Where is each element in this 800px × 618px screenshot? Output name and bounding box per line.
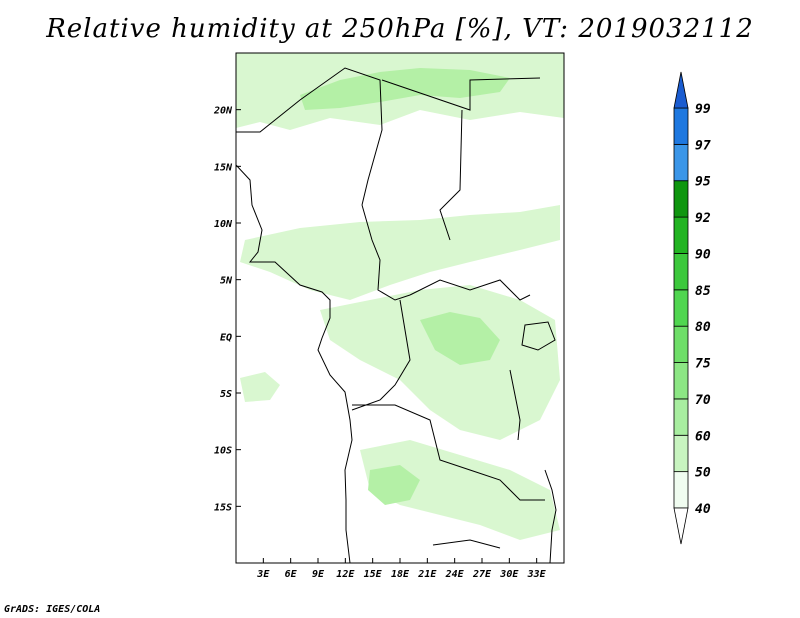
x-tick-label: 24E — [445, 569, 465, 580]
colorbar-box — [673, 143, 689, 182]
x-tick-label: 15E — [364, 569, 383, 580]
border-south-1 — [352, 404, 545, 501]
x-tick-label: 12E — [336, 569, 355, 580]
colorbar-label: 40 — [695, 502, 711, 517]
colorbar-box — [673, 107, 689, 145]
x-tick-label: 6E — [285, 569, 298, 580]
border-north-3 — [439, 109, 463, 241]
border-north-1 — [236, 67, 383, 206]
colorbar-label: 50 — [695, 466, 711, 481]
border-south-2 — [432, 539, 501, 549]
y-tick-label: 5N — [220, 276, 233, 287]
colorbar-label: 90 — [695, 247, 711, 262]
colorbar-label: 97 — [695, 138, 711, 153]
humidity-patch-sw — [240, 372, 280, 402]
humidity-fill — [236, 53, 564, 540]
y-tick-label: EQ — [220, 332, 232, 343]
colorbar-label: 95 — [695, 175, 711, 190]
lake-victoria — [521, 321, 556, 351]
humidity-core-north — [300, 68, 510, 110]
colorbar-label: 80 — [695, 320, 711, 335]
east-coastline — [544, 469, 557, 563]
x-axis: 3E 6E 9E 12E 15E 18E 21E 24E 27E 30E 33E — [256, 558, 547, 580]
colorbar-box — [673, 471, 689, 509]
y-tick-label: 10S — [214, 446, 232, 457]
colorbar-label: 60 — [695, 429, 711, 444]
grads-credit: GrADS: IGES/COLA — [4, 604, 101, 615]
humidity-patch-west — [240, 205, 560, 300]
colorbar-box — [673, 180, 689, 218]
x-tick-label: 18E — [391, 569, 410, 580]
x-tick-label: 33E — [527, 569, 547, 580]
colorbar-box — [673, 253, 689, 291]
humidity-patch-south — [360, 440, 560, 540]
border-center-3 — [351, 299, 411, 411]
colorbar-top-arrow — [673, 71, 689, 109]
coastlines-borders — [236, 67, 557, 563]
x-tick-label: 27E — [472, 569, 492, 580]
colorbar-box — [673, 216, 689, 254]
colorbar-label: 85 — [695, 284, 711, 299]
y-axis: 20N 15N 10N 5N EQ 5S 10S 15S — [213, 106, 241, 513]
colorbar-bottom-arrow — [673, 507, 689, 545]
x-tick-label: 3E — [256, 569, 270, 580]
humidity-core-south — [368, 465, 420, 505]
border-center-2 — [409, 279, 531, 301]
lake-tanganyika — [509, 369, 521, 441]
colorbar-label: 99 — [695, 102, 711, 117]
border-north-2 — [381, 77, 541, 111]
x-tick-label: 30E — [499, 569, 519, 580]
colorbar-box — [673, 434, 689, 473]
y-tick-label: 15N — [214, 162, 233, 173]
border-center-1 — [361, 204, 411, 301]
colorbar-label: 92 — [695, 211, 711, 226]
colorbar-box — [673, 398, 689, 436]
y-tick-label: 20N — [213, 106, 233, 117]
x-tick-label: 9E — [312, 569, 325, 580]
x-tick-label: 21E — [417, 569, 437, 580]
colorbar-box — [673, 289, 689, 327]
humidity-core-center — [420, 312, 500, 365]
y-tick-label: 10N — [214, 219, 233, 230]
map-title: Relative humidity at 250hPa [%], VT: 201… — [46, 14, 754, 44]
colorbar-label: 70 — [695, 393, 711, 408]
west-coastline — [236, 164, 353, 563]
y-tick-label: 15S — [214, 502, 232, 513]
colorbar-box — [673, 362, 689, 400]
humidity-patch-center — [320, 285, 560, 440]
y-tick-label: 5S — [220, 389, 232, 400]
colorbar-label: 75 — [695, 357, 711, 372]
colorbar-box — [673, 325, 689, 363]
